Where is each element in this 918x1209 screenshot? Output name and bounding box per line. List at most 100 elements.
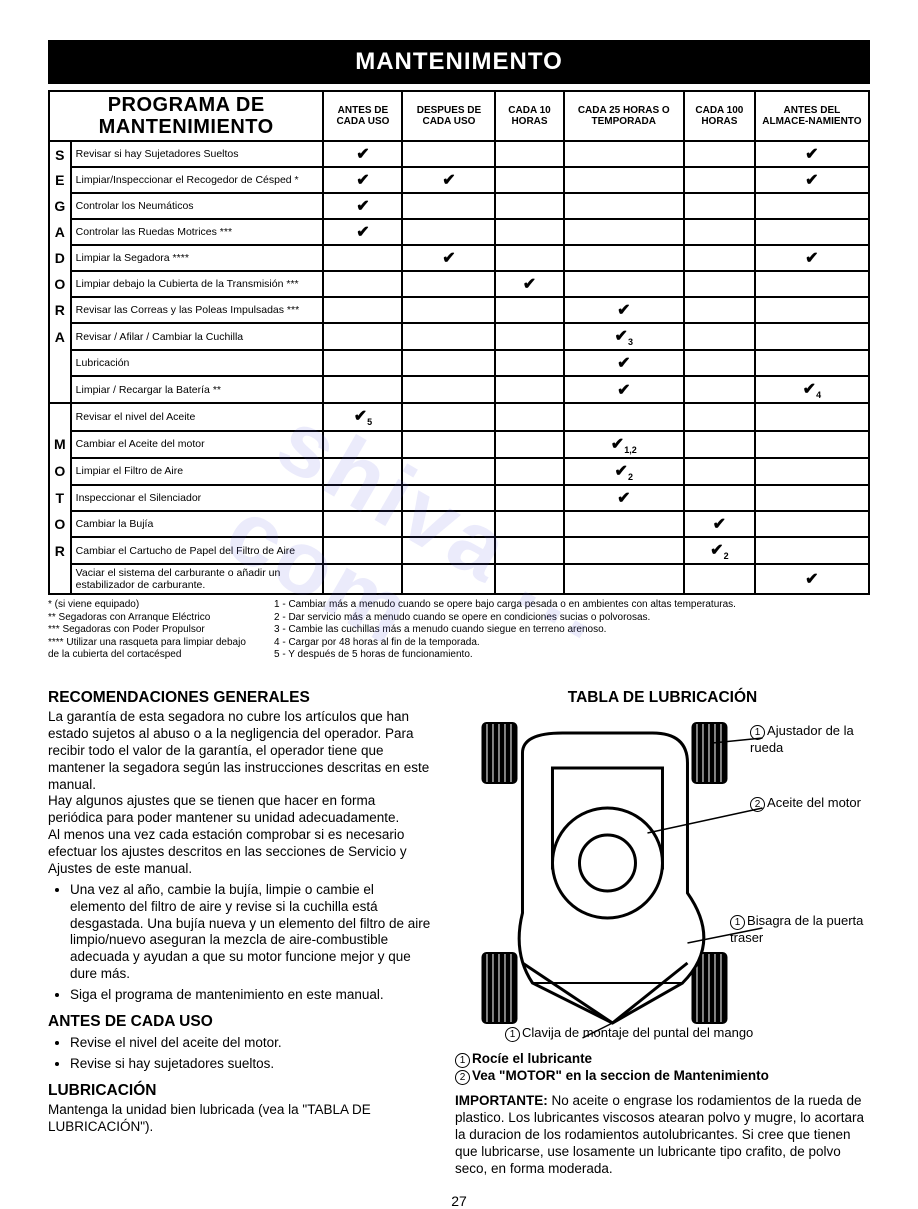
footnote-line: *** Segadoras con Poder Propulsor xyxy=(48,624,258,637)
task-cell: Lubricación xyxy=(71,350,324,376)
page-title: MANTENIMENTO xyxy=(48,40,870,84)
check-cell xyxy=(402,564,495,594)
left-column: RECOMENDACIONES GENERALES La garantía de… xyxy=(48,680,431,1178)
check-cell: ✔ xyxy=(755,564,869,594)
heading-lubricacion: LUBRICACIÓN xyxy=(48,1081,431,1100)
task-cell: Cambiar el Cartucho de Papel del Filtro … xyxy=(71,537,324,564)
check-cell: ✔2 xyxy=(684,537,755,564)
col-header-1: DESPUES DE CADA USO xyxy=(402,91,495,141)
check-cell xyxy=(564,271,684,297)
footnote-line: ** Segadoras con Arranque Eléctrico xyxy=(48,612,258,625)
check-cell xyxy=(564,403,684,430)
check-cell xyxy=(402,350,495,376)
footnote-line: 4 - Cargar por 48 horas al fin de la tem… xyxy=(274,637,870,650)
check-cell xyxy=(684,403,755,430)
check-cell xyxy=(495,564,563,594)
check-cell xyxy=(402,219,495,245)
task-cell: Limpiar/Inspeccionar el Recogedor de Cés… xyxy=(71,167,324,193)
heading-antes: ANTES DE CADA USO xyxy=(48,1012,431,1031)
check-cell xyxy=(684,245,755,271)
check-cell xyxy=(402,537,495,564)
task-cell: Controlar las Ruedas Motrices *** xyxy=(71,219,324,245)
check-cell: ✔ xyxy=(564,350,684,376)
maintenance-table: PROGRAMA DE MANTENIMIENTO ANTES DE CADA … xyxy=(48,90,870,595)
importante-para: IMPORTANTE: No aceite o engrase los roda… xyxy=(455,1093,870,1177)
check-cell xyxy=(755,403,869,430)
task-cell: Vaciar el sistema del carburante o añadi… xyxy=(71,564,324,594)
check-cell xyxy=(495,350,563,376)
heading-tabla-lubricacion: TABLA DE LUBRICACIÓN xyxy=(455,688,870,707)
check-cell xyxy=(755,323,869,350)
check-cell xyxy=(684,323,755,350)
side-letter: S xyxy=(49,141,71,167)
para-adjustments: Hay algunos ajustes que se tienen que ha… xyxy=(48,793,431,827)
check-cell xyxy=(402,193,495,219)
check-cell xyxy=(684,271,755,297)
side-letter: R xyxy=(49,537,71,564)
check-cell xyxy=(323,271,402,297)
footnote-line: 2 - Dar servicio más a menudo cuando se … xyxy=(274,612,870,625)
check-cell xyxy=(495,458,563,485)
check-cell xyxy=(684,141,755,167)
col-header-4: CADA 100 HORAS xyxy=(684,91,755,141)
side-letter: O xyxy=(49,511,71,537)
check-cell xyxy=(684,431,755,458)
check-cell: ✔4 xyxy=(755,376,869,403)
col-header-3: CADA 25 HORAS O TEMPORADA xyxy=(564,91,684,141)
check-cell xyxy=(755,271,869,297)
callout-adjuster: 1Ajustador de la rueda xyxy=(750,723,870,756)
check-cell xyxy=(684,193,755,219)
lubrication-diagram: 1Ajustador de la rueda 2Aceite del motor… xyxy=(455,713,870,1043)
check-cell xyxy=(323,485,402,511)
callout-pin: 1Clavija de montaje del puntal del mango xyxy=(505,1025,753,1042)
check-cell: ✔2 xyxy=(564,458,684,485)
check-cell xyxy=(755,485,869,511)
check-cell xyxy=(323,376,402,403)
check-cell xyxy=(402,403,495,430)
task-cell: Revisar / Afilar / Cambiar la Cuchilla xyxy=(71,323,324,350)
footnote-line: * (si viene equipado) xyxy=(48,599,258,612)
legend-2: 2Vea "MOTOR" en la seccion de Mantenimie… xyxy=(455,1068,870,1085)
check-cell xyxy=(564,537,684,564)
check-cell: ✔ xyxy=(755,245,869,271)
footnotes: * (si viene equipado)** Segadoras con Ar… xyxy=(48,599,870,662)
check-cell xyxy=(323,511,402,537)
check-cell xyxy=(402,458,495,485)
check-cell xyxy=(323,297,402,323)
side-letter xyxy=(49,564,71,594)
list-item: Una vez al año, cambie la bujía, limpie … xyxy=(70,882,431,983)
task-cell: Controlar los Neumáticos xyxy=(71,193,324,219)
check-cell xyxy=(323,323,402,350)
check-cell: ✔ xyxy=(402,245,495,271)
check-cell xyxy=(495,431,563,458)
check-cell xyxy=(495,297,563,323)
task-cell: Cambiar el Aceite del motor xyxy=(71,431,324,458)
check-cell xyxy=(684,167,755,193)
heading-recomendaciones: RECOMENDACIONES GENERALES xyxy=(48,688,431,707)
check-cell xyxy=(323,245,402,271)
check-cell xyxy=(495,245,563,271)
check-cell xyxy=(755,219,869,245)
check-cell xyxy=(323,537,402,564)
task-cell: Inspeccionar el Silenciador xyxy=(71,485,324,511)
task-cell: Limpiar / Recargar la Batería ** xyxy=(71,376,324,403)
check-cell xyxy=(323,564,402,594)
para-season: Al menos una vez cada estación comprobar… xyxy=(48,827,431,878)
check-cell xyxy=(684,219,755,245)
task-cell: Limpiar la Segadora **** xyxy=(71,245,324,271)
check-cell xyxy=(402,323,495,350)
check-cell xyxy=(684,350,755,376)
page-number: 27 xyxy=(48,1193,870,1209)
check-cell: ✔ xyxy=(495,271,563,297)
check-cell: ✔ xyxy=(755,141,869,167)
check-cell xyxy=(684,376,755,403)
check-cell xyxy=(684,297,755,323)
side-letter xyxy=(49,376,71,403)
callout-hinge: 1Bisagra de la puerta traser xyxy=(730,913,870,946)
side-letter: A xyxy=(49,323,71,350)
check-cell: ✔ xyxy=(564,297,684,323)
footnote-line: 3 - Cambie las cuchillas más a menudo cu… xyxy=(274,624,870,637)
check-cell xyxy=(755,193,869,219)
side-letter: R xyxy=(49,297,71,323)
check-cell xyxy=(564,219,684,245)
